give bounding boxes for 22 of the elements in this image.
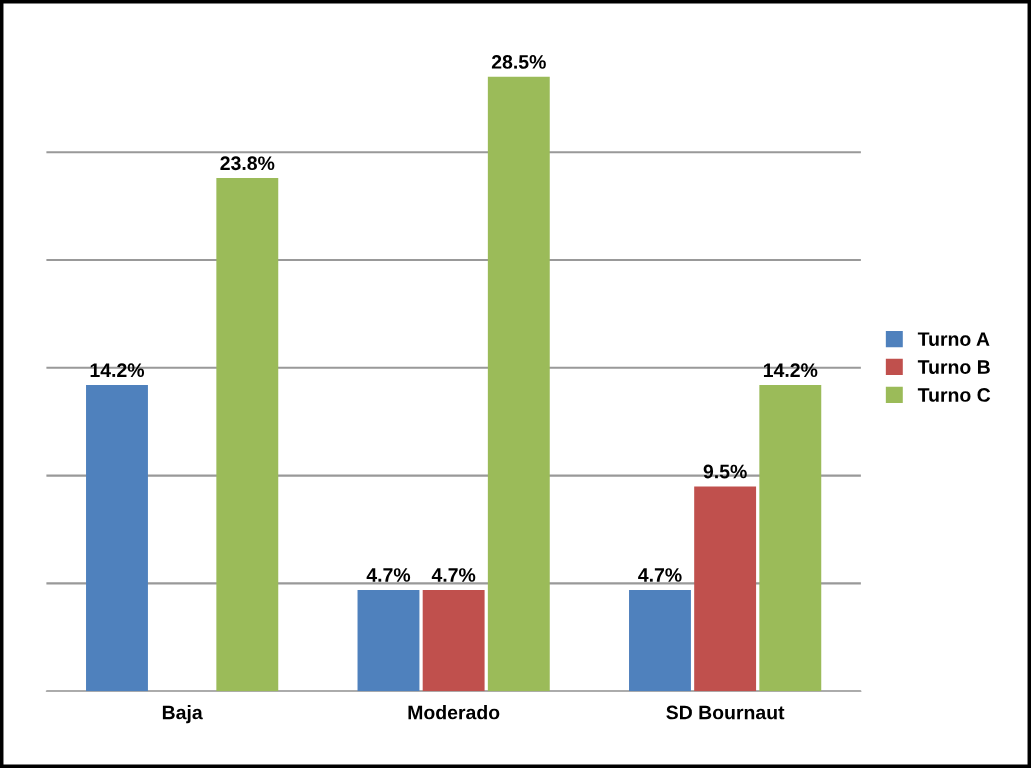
bar bbox=[629, 589, 691, 692]
data-label: 4.7% bbox=[366, 568, 411, 582]
bar bbox=[357, 589, 420, 692]
legend-label: Turno A bbox=[917, 332, 990, 346]
data-label: 4.7% bbox=[431, 568, 476, 582]
bar bbox=[422, 589, 485, 692]
legend-label: Turno C bbox=[917, 388, 991, 402]
data-label: 4.7% bbox=[638, 568, 682, 582]
legend-label: Turno B bbox=[917, 360, 990, 374]
bar bbox=[487, 76, 550, 692]
data-label: 28.5% bbox=[491, 55, 546, 69]
x-tick-label: Baja bbox=[162, 705, 203, 724]
data-label: 14.2% bbox=[763, 363, 818, 378]
data-label: 23.8% bbox=[220, 156, 275, 171]
x-tick-label: Moderado bbox=[408, 705, 500, 720]
x-tick-label: SD Bournaut bbox=[666, 705, 785, 720]
bar bbox=[694, 486, 757, 692]
bar bbox=[216, 178, 279, 692]
bar bbox=[759, 385, 822, 692]
bar bbox=[86, 385, 148, 692]
data-label: 14.2% bbox=[90, 363, 145, 378]
data-label: 9.5% bbox=[703, 464, 747, 479]
